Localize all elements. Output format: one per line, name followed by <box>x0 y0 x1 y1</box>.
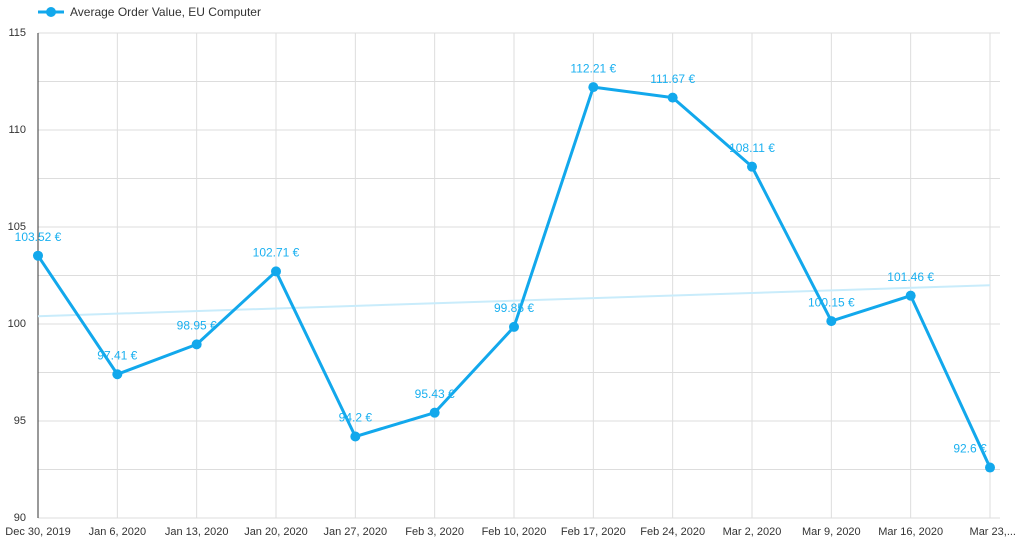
x-tick-label: Feb 24, 2020 <box>640 526 705 538</box>
data-point <box>112 369 123 380</box>
data-point <box>747 161 757 172</box>
x-tick-label: Feb 10, 2020 <box>482 526 547 538</box>
data-label: 112.21 € <box>570 61 616 75</box>
y-tick-label: 115 <box>8 27 26 39</box>
data-point <box>509 321 519 332</box>
data-label: 100.15 € <box>808 295 855 309</box>
data-label: 92.6 € <box>953 442 987 456</box>
data-label: 95.43 € <box>415 387 455 401</box>
x-tick-label: Jan 13, 2020 <box>165 526 229 538</box>
data-label: 94.2 € <box>339 411 373 425</box>
data-point <box>667 92 678 103</box>
data-point <box>985 462 995 473</box>
y-tick-label: 100 <box>8 318 26 330</box>
x-tick-label: Jan 6, 2020 <box>89 526 147 538</box>
data-point <box>905 290 916 301</box>
data-label: 102.71 € <box>253 246 300 260</box>
y-tick-label: 110 <box>8 124 26 136</box>
x-tick-label: Dec 30, 2019 <box>5 526 70 538</box>
data-label: 101.46 € <box>887 270 934 284</box>
data-label: 98.95 € <box>177 319 217 333</box>
data-point <box>429 407 440 418</box>
data-label: 103.52 € <box>15 230 62 244</box>
data-label: 99.85 € <box>494 301 534 315</box>
trendline <box>37 284 991 318</box>
data-point <box>271 266 281 277</box>
data-point <box>826 316 837 327</box>
y-tick-label: 105 <box>8 221 26 233</box>
x-tick-label: Jan 20, 2020 <box>244 526 308 538</box>
data-point <box>33 250 43 261</box>
y-tick-label: 90 <box>14 512 26 524</box>
data-point <box>191 339 202 350</box>
data-label: 108.11 € <box>729 141 775 155</box>
data-label: 97.41 € <box>97 348 137 362</box>
legend-label: Average Order Value, EU Computer <box>70 5 261 19</box>
x-tick-label: Feb 17, 2020 <box>561 526 626 538</box>
x-tick-label: Feb 3, 2020 <box>405 526 464 538</box>
data-label: 111.67 € <box>650 72 695 86</box>
data-point <box>350 431 361 442</box>
data-point <box>588 82 599 93</box>
x-tick-label: Mar 23,... <box>970 526 1016 538</box>
x-tick-label: Mar 9, 2020 <box>802 526 861 538</box>
y-tick-label: 95 <box>14 415 26 427</box>
x-tick-label: Jan 27, 2020 <box>324 526 388 538</box>
x-tick-label: Mar 2, 2020 <box>723 526 782 538</box>
x-tick-label: Mar 16, 2020 <box>878 526 943 538</box>
legend-marker <box>46 7 56 17</box>
